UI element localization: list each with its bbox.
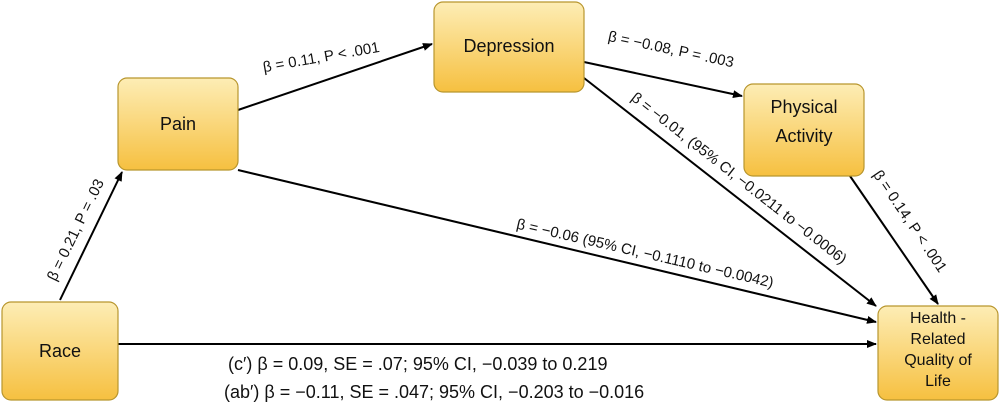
edge-label: β = −0.08, P = .003 (607, 28, 736, 71)
indirect-effect-label: (ab′) β = −0.11, SE = .047; 95% CI, −0.2… (224, 382, 644, 402)
node-label: Life (925, 373, 951, 390)
arrow (583, 77, 877, 307)
node-label: Race (39, 341, 81, 361)
node-label: Activity (775, 126, 832, 146)
node-label: Related (910, 331, 965, 348)
arrow (849, 175, 939, 305)
node-box (433, 1, 585, 93)
edge-label: β = −0.06 (95% CI, −0.1110 to −0.0042) (515, 216, 775, 292)
direct-effect-label: (c′) β = 0.09, SE = .07; 95% CI, −0.039 … (228, 354, 607, 374)
arrows (59, 43, 939, 348)
node-label: Pain (160, 114, 196, 134)
arrow (583, 61, 743, 99)
node-label: Physical (770, 97, 837, 117)
node-box (117, 77, 239, 171)
node-label: Health - (910, 310, 966, 327)
arrow (59, 171, 123, 301)
node-label: Depression (463, 36, 554, 56)
node-label: Quality of (904, 352, 972, 369)
node-box (877, 305, 999, 401)
arrow (237, 169, 877, 324)
node-box (743, 83, 865, 177)
node-box (1, 301, 119, 401)
arrow (237, 43, 433, 111)
edge-label: β = 0.11, P < .001 (262, 39, 381, 76)
